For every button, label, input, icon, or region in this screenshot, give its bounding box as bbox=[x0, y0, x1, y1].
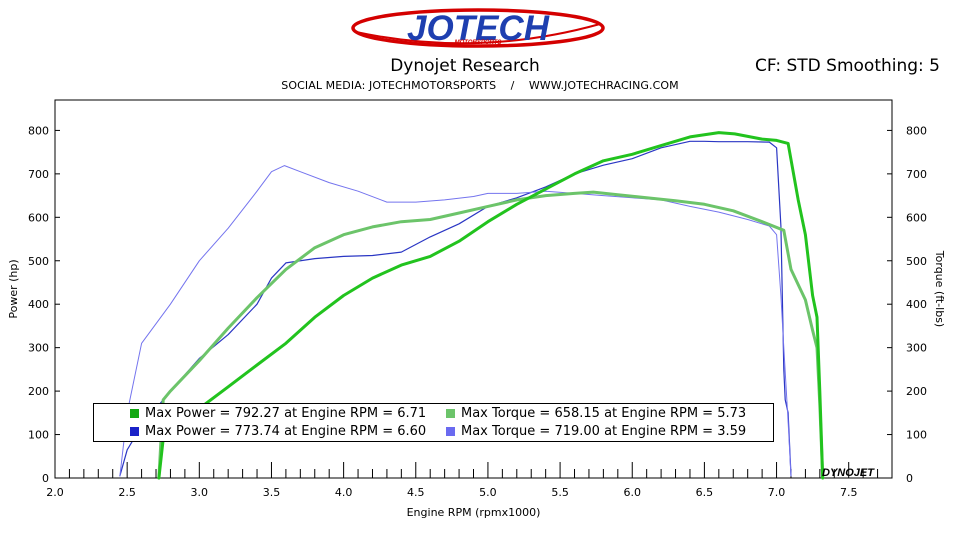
y-left-tick-label: 300 bbox=[28, 342, 49, 355]
y-left-tick-label: 200 bbox=[28, 385, 49, 398]
logo-text: JOTECH bbox=[407, 9, 550, 48]
y-axis-label-right: Torque (ft-lbs) bbox=[933, 250, 946, 327]
legend-item-power-blue: Max Power = 773.74 at Engine RPM = 6.60 bbox=[130, 424, 426, 440]
legend-label-power-blue: Max Power = 773.74 at Engine RPM = 6.60 bbox=[145, 424, 427, 439]
y-left-tick-label: 800 bbox=[28, 124, 49, 137]
x-tick-label: 4.0 bbox=[335, 486, 353, 499]
curve-torque-blue bbox=[119, 165, 792, 477]
y-right-tick-label: 300 bbox=[906, 342, 927, 355]
dynojet-watermark: DYNOJET bbox=[822, 467, 875, 479]
y-left-tick-label: 100 bbox=[28, 429, 49, 442]
y-left-tick-label: 400 bbox=[28, 298, 49, 311]
legend-item-torque-blue: Max Torque = 719.00 at Engine RPM = 3.59 bbox=[446, 424, 746, 440]
social-media-line: SOCIAL MEDIA: JOTECHMOTORSPORTS / WWW.JO… bbox=[281, 79, 679, 92]
x-tick-label: 7.5 bbox=[840, 486, 858, 499]
y-right-tick-label: 700 bbox=[906, 168, 927, 181]
legend-swatch-power-green bbox=[130, 409, 139, 418]
legend-item-power-green: Max Power = 792.27 at Engine RPM = 6.71 bbox=[130, 406, 426, 422]
y-right-tick-label: 100 bbox=[906, 429, 927, 442]
y-axis-label-left: Power (hp) bbox=[7, 259, 20, 318]
x-tick-label: 6.5 bbox=[696, 486, 714, 499]
series-torque-blue bbox=[119, 165, 792, 477]
x-tick-label: 2.5 bbox=[118, 486, 136, 499]
y-left-tick-label: 500 bbox=[28, 255, 49, 268]
y-right-tick-label: 500 bbox=[906, 255, 927, 268]
legend: Max Power = 792.27 at Engine RPM = 6.71 … bbox=[93, 403, 774, 442]
cf-smoothing-label: CF: STD Smoothing: 5 bbox=[755, 56, 940, 76]
x-axis-label: Engine RPM (rpmx1000) bbox=[407, 506, 541, 519]
y-left-tick-label: 0 bbox=[42, 472, 49, 485]
chart-title: Dynojet Research bbox=[390, 56, 540, 76]
legend-item-torque-green: Max Torque = 658.15 at Engine RPM = 5.73 bbox=[446, 406, 746, 422]
y-right-tick-label: 0 bbox=[906, 472, 913, 485]
legend-swatch-torque-green bbox=[446, 409, 455, 418]
y-right-tick-label: 600 bbox=[906, 211, 927, 224]
y-left-tick-label: 600 bbox=[28, 211, 49, 224]
legend-swatch-torque-blue bbox=[446, 427, 455, 436]
legend-label-torque-blue: Max Torque = 719.00 at Engine RPM = 3.59 bbox=[461, 424, 747, 439]
series-power-blue bbox=[119, 140, 792, 477]
x-tick-label: 5.5 bbox=[551, 486, 569, 499]
legend-swatch-power-blue bbox=[130, 427, 139, 436]
y-right-tick-label: 800 bbox=[906, 124, 927, 137]
x-tick-label: 2.0 bbox=[46, 486, 64, 499]
jotech-logo: JOTECH MOTORSPORTS bbox=[351, 8, 605, 48]
x-tick-label: 7.0 bbox=[768, 486, 786, 499]
y-left-tick-label: 700 bbox=[28, 168, 49, 181]
x-tick-label: 3.0 bbox=[191, 486, 209, 499]
watermark-text: DYNOJET bbox=[822, 467, 875, 479]
x-tick-label: 4.5 bbox=[407, 486, 425, 499]
series-torque-green bbox=[157, 190, 825, 480]
curve-power-green bbox=[157, 131, 825, 480]
x-tick-label: 5.0 bbox=[479, 486, 497, 499]
y-right-tick-label: 200 bbox=[906, 385, 927, 398]
x-tick-label: 3.5 bbox=[263, 486, 281, 499]
x-tick-label: 6.0 bbox=[623, 486, 641, 499]
legend-label-power-green: Max Power = 792.27 at Engine RPM = 6.71 bbox=[145, 406, 427, 421]
legend-label-torque-green: Max Torque = 658.15 at Engine RPM = 5.73 bbox=[461, 406, 747, 421]
y-right-tick-label: 400 bbox=[906, 298, 927, 311]
logo-subtext: MOTORSPORTS bbox=[455, 40, 502, 46]
series-power-green bbox=[157, 131, 825, 480]
